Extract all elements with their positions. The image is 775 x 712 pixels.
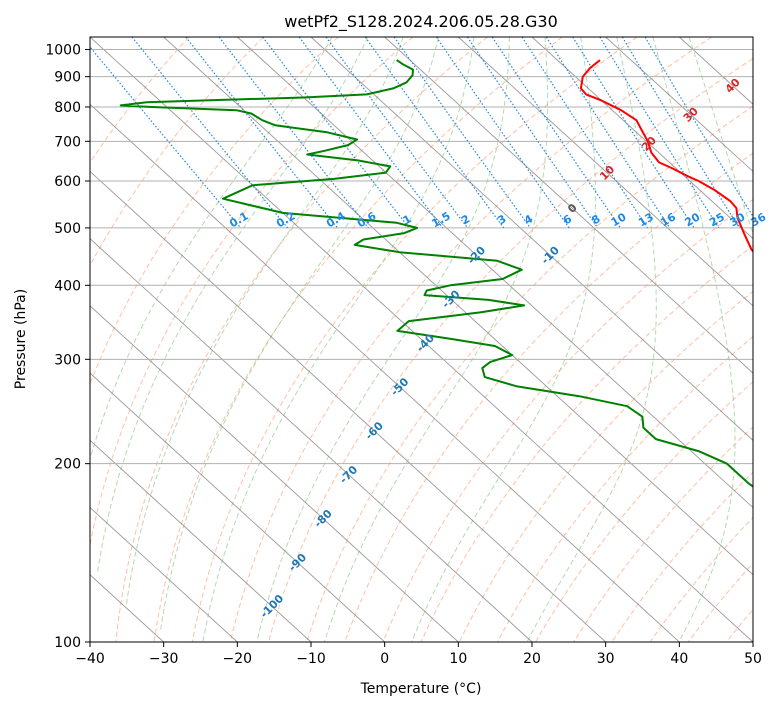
x-tick-label: −40 xyxy=(75,651,105,667)
y-tick-label: 600 xyxy=(54,174,81,190)
y-tick-label: 200 xyxy=(54,457,81,473)
y-tick-label: 800 xyxy=(54,100,81,116)
x-tick-label: 20 xyxy=(523,651,541,667)
x-axis-label: Temperature (°C) xyxy=(360,681,482,697)
x-tick-label: −10 xyxy=(296,651,326,667)
x-tick-label: 50 xyxy=(744,651,762,667)
x-tick-label: −20 xyxy=(223,651,253,667)
x-tick-label: 30 xyxy=(597,651,615,667)
y-tick-label: 400 xyxy=(54,278,81,294)
y-tick-label: 500 xyxy=(54,221,81,237)
y-axis-label: Pressure (hPa) xyxy=(13,289,29,389)
y-tick-label: 300 xyxy=(54,352,81,368)
chart-title: wetPf2_S128.2024.206.05.28.G30 xyxy=(284,12,558,32)
y-tick-label: 700 xyxy=(54,134,81,150)
y-tick-label: 1000 xyxy=(45,43,81,59)
y-tick-label: 100 xyxy=(54,635,81,651)
x-tick-label: 0 xyxy=(380,651,389,667)
x-tick-label: 40 xyxy=(670,651,688,667)
y-tick-label: 900 xyxy=(54,70,81,86)
x-tick-label: −30 xyxy=(149,651,179,667)
x-tick-label: 10 xyxy=(449,651,467,667)
